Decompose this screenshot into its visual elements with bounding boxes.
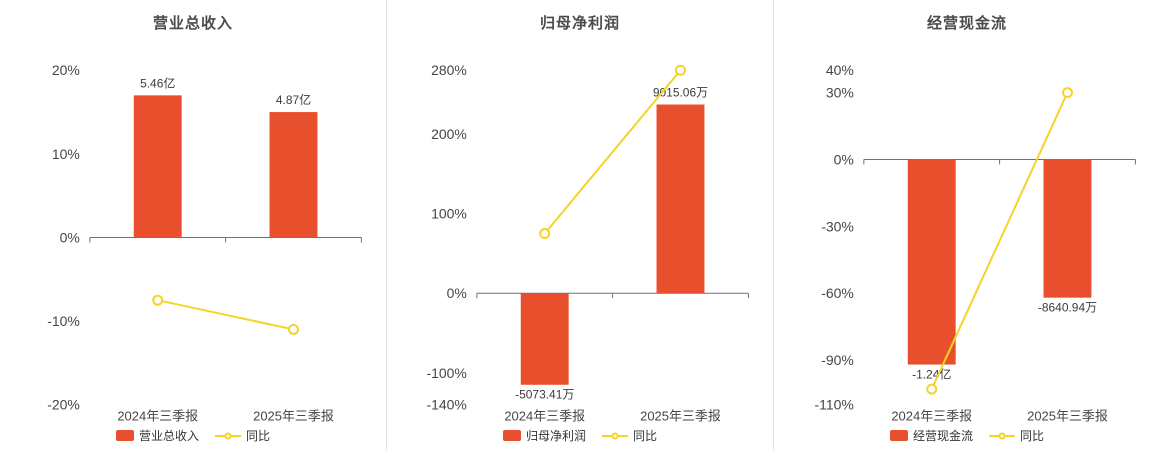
yoy-line[interactable]	[930, 92, 1069, 390]
chart-plot-net-profit: -140% -100% 0% 100% 200% 280% -5073.41万 9015.06…	[387, 0, 773, 450]
chart-panel-net-profit: 归母净利润 -140% -100% 0% 100% 200% 280% -5073.41万 9…	[386, 0, 773, 450]
bar-营业总收入-2024年三季报[interactable]	[133, 95, 182, 238]
bar-经营现金流-2025年三季报[interactable]	[1043, 159, 1092, 298]
bar-value-label: 5.46亿	[140, 75, 175, 90]
bar-value-label: -5073.41万	[515, 388, 574, 402]
yoy-line-marker[interactable]	[1062, 87, 1073, 99]
legend-bar-label: 营业总收入	[138, 429, 199, 443]
y-axis-tick-label: 280%	[431, 62, 467, 78]
yoy-line-marker[interactable]	[539, 228, 551, 239]
y-axis-tick-label: 0%	[834, 151, 854, 167]
y-axis-tick-label: -20%	[47, 397, 80, 413]
y-axis-tick-label: -90%	[821, 352, 854, 368]
legend-line-circle-icon	[215, 430, 241, 441]
bar-营业总收入-2025年三季报[interactable]	[269, 112, 318, 238]
y-axis-tick-label: -60%	[821, 285, 854, 301]
y-axis-tick-label: 30%	[826, 85, 854, 101]
bar-value-label: -8640.94万	[1038, 301, 1097, 315]
y-axis-tick-label: -10%	[47, 313, 80, 329]
bar-归母净利润-2025年三季报[interactable]	[656, 104, 705, 294]
legend-item-同比[interactable]: 同比	[602, 427, 657, 444]
chart-title-operating-cash-flow: 经营现金流	[926, 15, 1007, 32]
legend-bar-label: 经营现金流	[912, 429, 973, 443]
chart-canvas: -110% -90% -60% -30% 0% 30% 40% -1.24亿 -8640.94万…	[815, 62, 1136, 424]
y-axis-tick-label: 20%	[52, 62, 80, 78]
yoy-line-marker[interactable]	[675, 64, 686, 76]
y-axis-tick-label: -30%	[821, 218, 854, 234]
y-axis-tick-label: -100%	[426, 365, 466, 381]
chart-title-net-profit: 归母净利润	[539, 15, 620, 32]
bar-value-label: 9015.06万	[653, 86, 708, 100]
bar-value-label: -1.24亿	[912, 367, 951, 382]
legend-line-label: 同比	[1020, 429, 1045, 443]
y-axis-tick-label: 100%	[431, 206, 467, 222]
legend-line-label: 同比	[633, 429, 658, 443]
legend-line-circle-icon	[989, 430, 1015, 441]
bar-经营现金流-2024年三季报[interactable]	[907, 159, 956, 365]
chart-plot-operating-cash-flow: -110% -90% -60% -30% 0% 30% 40% -1.24亿 -8640.94万…	[774, 0, 1160, 450]
yoy-line-marker[interactable]	[152, 294, 164, 306]
legend-bar-icon	[502, 430, 521, 441]
chart-canvas: -140% -100% 0% 100% 200% 280% -5073.41万 9015.06…	[426, 62, 749, 424]
chart-plot-operating-revenue: -20% -10% 0% 10% 20% 5.46亿 4.87亿 2024年三季报 2025年三…	[0, 0, 386, 450]
chart-panel-operating-cash-flow: 经营现金流 -110% -90% -60% -30% 0% 30% 40% -1.24亿 -86…	[773, 0, 1160, 450]
chart-legend-net-profit: 归母净利润 同比	[387, 427, 773, 444]
x-axis-category-label: 2024年三季报	[504, 409, 585, 424]
x-axis-category-label: 2024年三季报	[891, 409, 972, 424]
y-axis-tick-label: 40%	[826, 62, 854, 78]
legend-bar-icon	[115, 430, 134, 441]
y-axis-tick-label: 200%	[431, 126, 467, 142]
chart-title-operating-revenue: 营业总收入	[152, 15, 233, 32]
yoy-line[interactable]	[157, 299, 294, 331]
legend-item-营业总收入[interactable]: 营业总收入	[115, 427, 199, 444]
y-axis-tick-label: 10%	[52, 146, 80, 162]
y-axis-tick-label: -140%	[426, 397, 466, 413]
x-axis-category-label: 2025年三季报	[1027, 409, 1108, 424]
legend-bar-label: 归母净利润	[525, 429, 586, 443]
bar-归母净利润-2024年三季报[interactable]	[520, 293, 569, 385]
legend-line-label: 同比	[246, 429, 271, 443]
x-axis-category-label: 2024年三季报	[117, 409, 198, 424]
legend-item-经营现金流[interactable]: 经营现金流	[889, 427, 973, 444]
chart-canvas: -20% -10% 0% 10% 20% 5.46亿 4.87亿 2024年三季报 2025年三…	[47, 62, 362, 424]
legend-bar-icon	[889, 430, 908, 441]
legend-item-同比[interactable]: 同比	[989, 427, 1044, 444]
x-axis-category-label: 2025年三季报	[253, 409, 334, 424]
y-axis-tick-label: 0%	[60, 229, 80, 245]
legend-item-归母净利润[interactable]: 归母净利润	[502, 427, 586, 444]
chart-panel-operating-revenue: 营业总收入 -20% -10% 0% 10% 20% 5.46亿 4.87亿 2024年三季报…	[0, 0, 386, 450]
y-axis-tick-label: 0%	[447, 285, 467, 301]
legend-item-同比[interactable]: 同比	[215, 427, 270, 444]
x-axis-category-label: 2025年三季报	[640, 409, 721, 424]
chart-legend-operating-cash-flow: 经营现金流 同比	[774, 427, 1160, 444]
yoy-line-marker[interactable]	[288, 323, 299, 335]
yoy-line[interactable]	[543, 69, 682, 235]
yoy-line-marker[interactable]	[926, 383, 938, 395]
bar-value-label: 4.87亿	[276, 92, 311, 107]
chart-legend-operating-revenue: 营业总收入 同比	[0, 427, 386, 444]
y-axis-tick-label: -110%	[815, 397, 854, 413]
legend-line-circle-icon	[602, 430, 628, 441]
